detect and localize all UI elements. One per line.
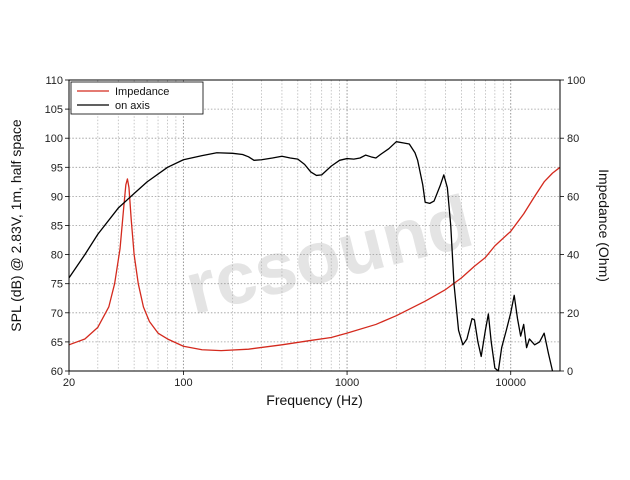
y-tick-label: 70 [51,308,63,320]
series-layer [68,141,561,372]
legend-box [70,81,204,115]
legend-label-on-axis: on axis [115,100,150,112]
y2-tick-label: 20 [567,308,579,320]
y2-tick-label: 0 [567,366,573,378]
x-axis-title: Frequency (Hz) [266,392,362,408]
y-tick-label: 95 [51,162,63,174]
y-tick-label: 110 [45,75,63,87]
y-tick-label: 75 [51,279,63,291]
y-tick-label: 65 [51,337,63,349]
y-axis-title: SPL (dB) @ 2.83V, 1m, half space [8,119,24,332]
y-tick-label: 60 [51,366,63,378]
series-line-on-axis [68,141,554,372]
y2-tick-label: 100 [567,75,585,87]
y2-axis-title: Impedance (Ohm) [596,169,612,282]
y2-tick-label: 80 [567,133,579,145]
y2-tick-label: 40 [567,250,579,262]
y2-tick-label: 60 [567,191,579,203]
y-tick-label: 105 [45,104,63,116]
y-tick-label: 80 [51,250,63,262]
x-tick-label: 20 [63,377,75,389]
y-tick-label: 100 [45,133,63,145]
x-tick-label: 1000 [335,377,359,389]
grid [69,80,560,371]
y-tick-label: 90 [51,191,63,203]
legend: Impedance on axis [70,81,204,115]
y-tick-label: 85 [51,221,63,233]
x-tick-label: 100 [174,377,192,389]
x-tick-label: 10000 [495,377,526,389]
tick-labels: 60 65 70 75 80 85 90 95 100 105 110 0 20 40 60 80 100 20 1… [45,75,586,389]
legend-label-impedance: Impedance [115,86,169,98]
